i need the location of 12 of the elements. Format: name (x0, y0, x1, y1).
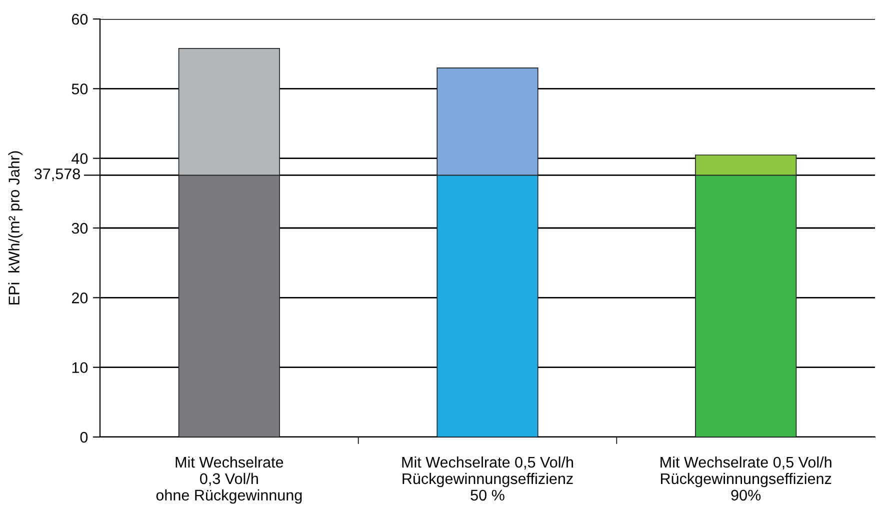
x-tick-label: Mit Wechselrate 0,5 Vol/h Rückgewinnungseffizienz 50 % (402, 456, 573, 501)
x-tick-label: Mit Wechselrate 0,5 Vol/h Rückgewinnungseffizienz 90% (660, 456, 832, 501)
y-tick-label: 20 (72, 292, 88, 304)
y-tick-label: 40 (72, 153, 88, 164)
x-tick-label: Mit Wechselrate 0,3 Vol/h ohne Rückgewinnung (156, 456, 302, 504)
y-tick-label: 30 (72, 222, 88, 234)
ref-line-label: 37,578 (34, 168, 80, 182)
y-axis-title: EPi kWh/(m² pro Jahr) (8, 151, 22, 304)
y-tick-label: 10 (72, 362, 88, 374)
y-tick-label: 60 (72, 14, 88, 25)
y-tick-label: 0 (80, 432, 88, 443)
y-tick-label: 50 (72, 84, 88, 94)
